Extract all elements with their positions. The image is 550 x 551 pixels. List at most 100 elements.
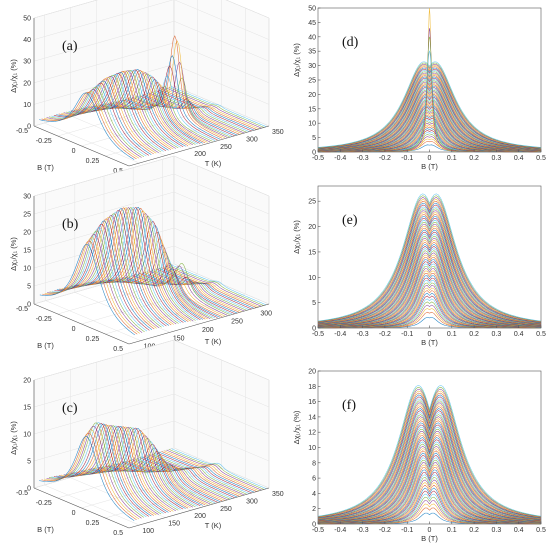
series-line bbox=[317, 398, 542, 519]
series-line bbox=[58, 424, 154, 516]
b-tick-label: 0.5 bbox=[113, 346, 123, 353]
series-line bbox=[171, 86, 267, 127]
z-tick-label: 25 bbox=[23, 212, 31, 219]
series-line bbox=[151, 270, 247, 311]
x-gridline bbox=[105, 370, 246, 519]
series-line bbox=[317, 426, 542, 522]
series-line bbox=[317, 195, 542, 322]
series-line bbox=[95, 210, 191, 322]
x-tick-label: 0.2 bbox=[469, 155, 479, 162]
series-line bbox=[317, 386, 542, 517]
y-axis-label: Δχ₁/χ₁ (%) bbox=[292, 220, 301, 254]
series-line bbox=[317, 202, 542, 323]
x-tick-label: -0.3 bbox=[357, 155, 369, 162]
series-line bbox=[141, 456, 238, 498]
series-line bbox=[317, 431, 542, 522]
series-line bbox=[317, 225, 542, 326]
x-tick-label: 0 bbox=[428, 331, 432, 338]
x-tick-label: 0.5 bbox=[536, 527, 546, 534]
z-tick-label: 20 bbox=[23, 378, 31, 385]
z-axis-label: Δχ₁/χ₁ (%) bbox=[9, 421, 18, 455]
series-line bbox=[317, 410, 542, 520]
series-line bbox=[98, 213, 194, 322]
z-tick-label: 40 bbox=[23, 37, 31, 44]
b-tick-label: -0.5 bbox=[16, 128, 28, 135]
x-gridline bbox=[33, 156, 175, 305]
series-line bbox=[129, 460, 225, 501]
series-line bbox=[100, 215, 196, 321]
x-axis-label: B (T) bbox=[421, 338, 438, 347]
series-line bbox=[105, 220, 201, 320]
series-line bbox=[317, 208, 542, 324]
t-tick-label: 200 bbox=[194, 151, 206, 158]
x-gridline bbox=[81, 0, 222, 147]
series-line bbox=[317, 233, 542, 326]
series-line bbox=[51, 422, 147, 518]
x-tick-label: 0.3 bbox=[492, 155, 502, 162]
series-curves bbox=[317, 7, 542, 153]
series-line bbox=[44, 91, 140, 159]
series-line bbox=[317, 75, 542, 150]
x-tick-label: 0.4 bbox=[514, 527, 524, 534]
y-tick-label: 50 bbox=[308, 6, 316, 13]
series-line bbox=[317, 235, 542, 326]
b-axis-line bbox=[33, 125, 130, 167]
z-tick-label: 10 bbox=[23, 266, 31, 273]
panel-b-3d-plot: 051015202530-0.5-0.2500.250.510015020025… bbox=[9, 155, 272, 353]
x-gridline bbox=[105, 8, 246, 157]
series-curves bbox=[317, 193, 542, 329]
x-gridline bbox=[57, 350, 198, 499]
series-line bbox=[317, 77, 542, 150]
series-line bbox=[161, 451, 257, 492]
series-line bbox=[317, 424, 542, 522]
series-line bbox=[317, 197, 542, 322]
series-line bbox=[39, 436, 135, 521]
z-tick-label: 30 bbox=[23, 194, 31, 201]
x-tick-label: 0.2 bbox=[469, 331, 479, 338]
series-line bbox=[317, 73, 542, 150]
z-tick-label: 5 bbox=[27, 459, 31, 466]
y-tick-label: 20 bbox=[308, 224, 316, 231]
series-line bbox=[161, 267, 257, 308]
z-gridline bbox=[33, 0, 270, 19]
series-line bbox=[78, 207, 174, 325]
t-tick-label: 150 bbox=[168, 521, 180, 528]
series-line bbox=[317, 420, 542, 521]
axes: -0.5 -0.4 -0.3 -0.2 -0.1 0 0.1 0.2 0.3 0.4 0.5 0 5 10… bbox=[292, 6, 546, 172]
y-tick-label: 20 bbox=[308, 92, 316, 99]
b-tick-label: -0.5 bbox=[16, 490, 28, 497]
x-tick-label: 0.5 bbox=[536, 155, 546, 162]
series-line bbox=[317, 418, 542, 521]
y-tick-label: 8 bbox=[312, 460, 316, 467]
x-tick-label: -0.3 bbox=[357, 527, 369, 534]
series-line bbox=[136, 272, 233, 315]
series-line bbox=[137, 458, 233, 499]
panel-label: (b) bbox=[62, 217, 79, 232]
series-line bbox=[53, 422, 150, 517]
series-line bbox=[317, 394, 542, 518]
y-tick-label: 4 bbox=[312, 491, 316, 498]
spike-line bbox=[402, 7, 457, 152]
series-line bbox=[317, 443, 542, 523]
series-line bbox=[317, 216, 542, 325]
y-tick-label: 16 bbox=[308, 399, 316, 406]
z-tick-label: 0 bbox=[27, 486, 31, 493]
x-axis-label: B (T) bbox=[421, 162, 438, 171]
x-axis-label: B (T) bbox=[421, 534, 438, 543]
x-tick-label: 0.2 bbox=[469, 527, 479, 534]
series-line bbox=[81, 207, 177, 325]
x-tick-label: -0.5 bbox=[312, 331, 324, 338]
series-line bbox=[141, 272, 238, 314]
series-line bbox=[83, 207, 179, 324]
y-tick-label: 0 bbox=[312, 522, 316, 529]
t-tick-label: 150 bbox=[173, 335, 185, 342]
series-line bbox=[88, 206, 184, 323]
z-gridline bbox=[33, 0, 270, 40]
x-gridline bbox=[57, 166, 198, 315]
series-line bbox=[317, 385, 542, 517]
series-line bbox=[41, 91, 137, 160]
series-curves bbox=[317, 385, 542, 525]
y-tick-label: 25 bbox=[308, 199, 316, 206]
series-line bbox=[317, 72, 542, 150]
spike-line bbox=[402, 36, 457, 151]
